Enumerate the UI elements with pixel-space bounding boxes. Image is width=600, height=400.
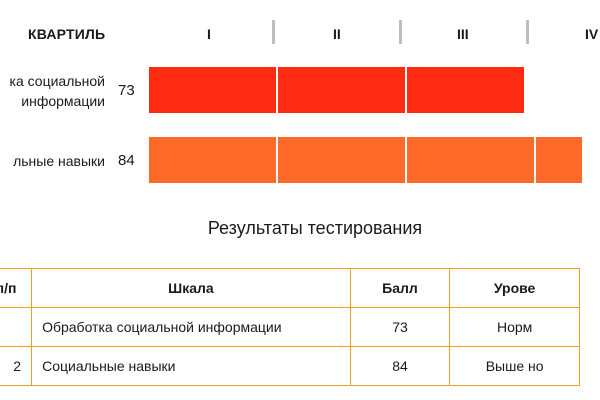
cell-level: Норм bbox=[449, 307, 580, 347]
cell-num bbox=[0, 307, 33, 347]
bar-label-line: информации bbox=[21, 93, 105, 109]
bar-label-line: ка социальной bbox=[9, 73, 105, 89]
quartile-header: КВАРТИЛЬ I II III IV bbox=[0, 0, 600, 60]
bar-segment-q4 bbox=[536, 137, 582, 183]
bar-segment-q1 bbox=[149, 67, 276, 113]
table-header-row: п/п Шкала Балл Урове bbox=[0, 268, 580, 308]
bar-segment-q2 bbox=[278, 137, 405, 183]
quartile-col-2: II bbox=[333, 26, 341, 42]
cell-score: 73 bbox=[349, 307, 451, 347]
cell-level: Выше но bbox=[449, 346, 580, 386]
col-header-scale: Шкала bbox=[31, 268, 351, 308]
bar-segment-q3 bbox=[407, 137, 534, 183]
quartile-divider bbox=[399, 20, 402, 44]
bar-score: 84 bbox=[118, 152, 135, 169]
quartile-col-1: I bbox=[207, 26, 211, 42]
bar-segment-q1 bbox=[149, 137, 276, 183]
col-header-num: п/п bbox=[0, 268, 33, 308]
quartile-divider bbox=[272, 20, 275, 44]
quartile-divider bbox=[526, 20, 529, 44]
bar-segment-q3 bbox=[407, 67, 524, 113]
results-title: Результаты тестирования bbox=[207, 218, 423, 238]
quartile-header-label: КВАРТИЛЬ bbox=[28, 26, 106, 42]
bar-label: ка социальной информации bbox=[10, 71, 105, 111]
col-header-level: Урове bbox=[449, 268, 580, 308]
cell-num: 2 bbox=[0, 346, 33, 386]
results-table: п/п Шкала Балл Урове Обработка социально… bbox=[0, 268, 580, 386]
bar-segment-q2 bbox=[278, 67, 405, 113]
cell-scale: Обработка социальной информации bbox=[31, 307, 351, 347]
table-row: 2 Социальные навыки 84 Выше но bbox=[0, 346, 580, 386]
cell-score: 84 bbox=[349, 346, 451, 386]
bar-label-line: льные навыки bbox=[13, 153, 105, 169]
col-header-score: Балл bbox=[349, 268, 451, 308]
cell-scale: Социальные навыки bbox=[31, 346, 351, 386]
quartile-col-4: IV bbox=[585, 26, 599, 42]
table-row: Обработка социальной информации 73 Норм bbox=[0, 307, 580, 347]
quartile-col-3: III bbox=[457, 26, 469, 42]
bar-label: льные навыки bbox=[13, 151, 105, 171]
bar-score: 73 bbox=[118, 82, 135, 99]
